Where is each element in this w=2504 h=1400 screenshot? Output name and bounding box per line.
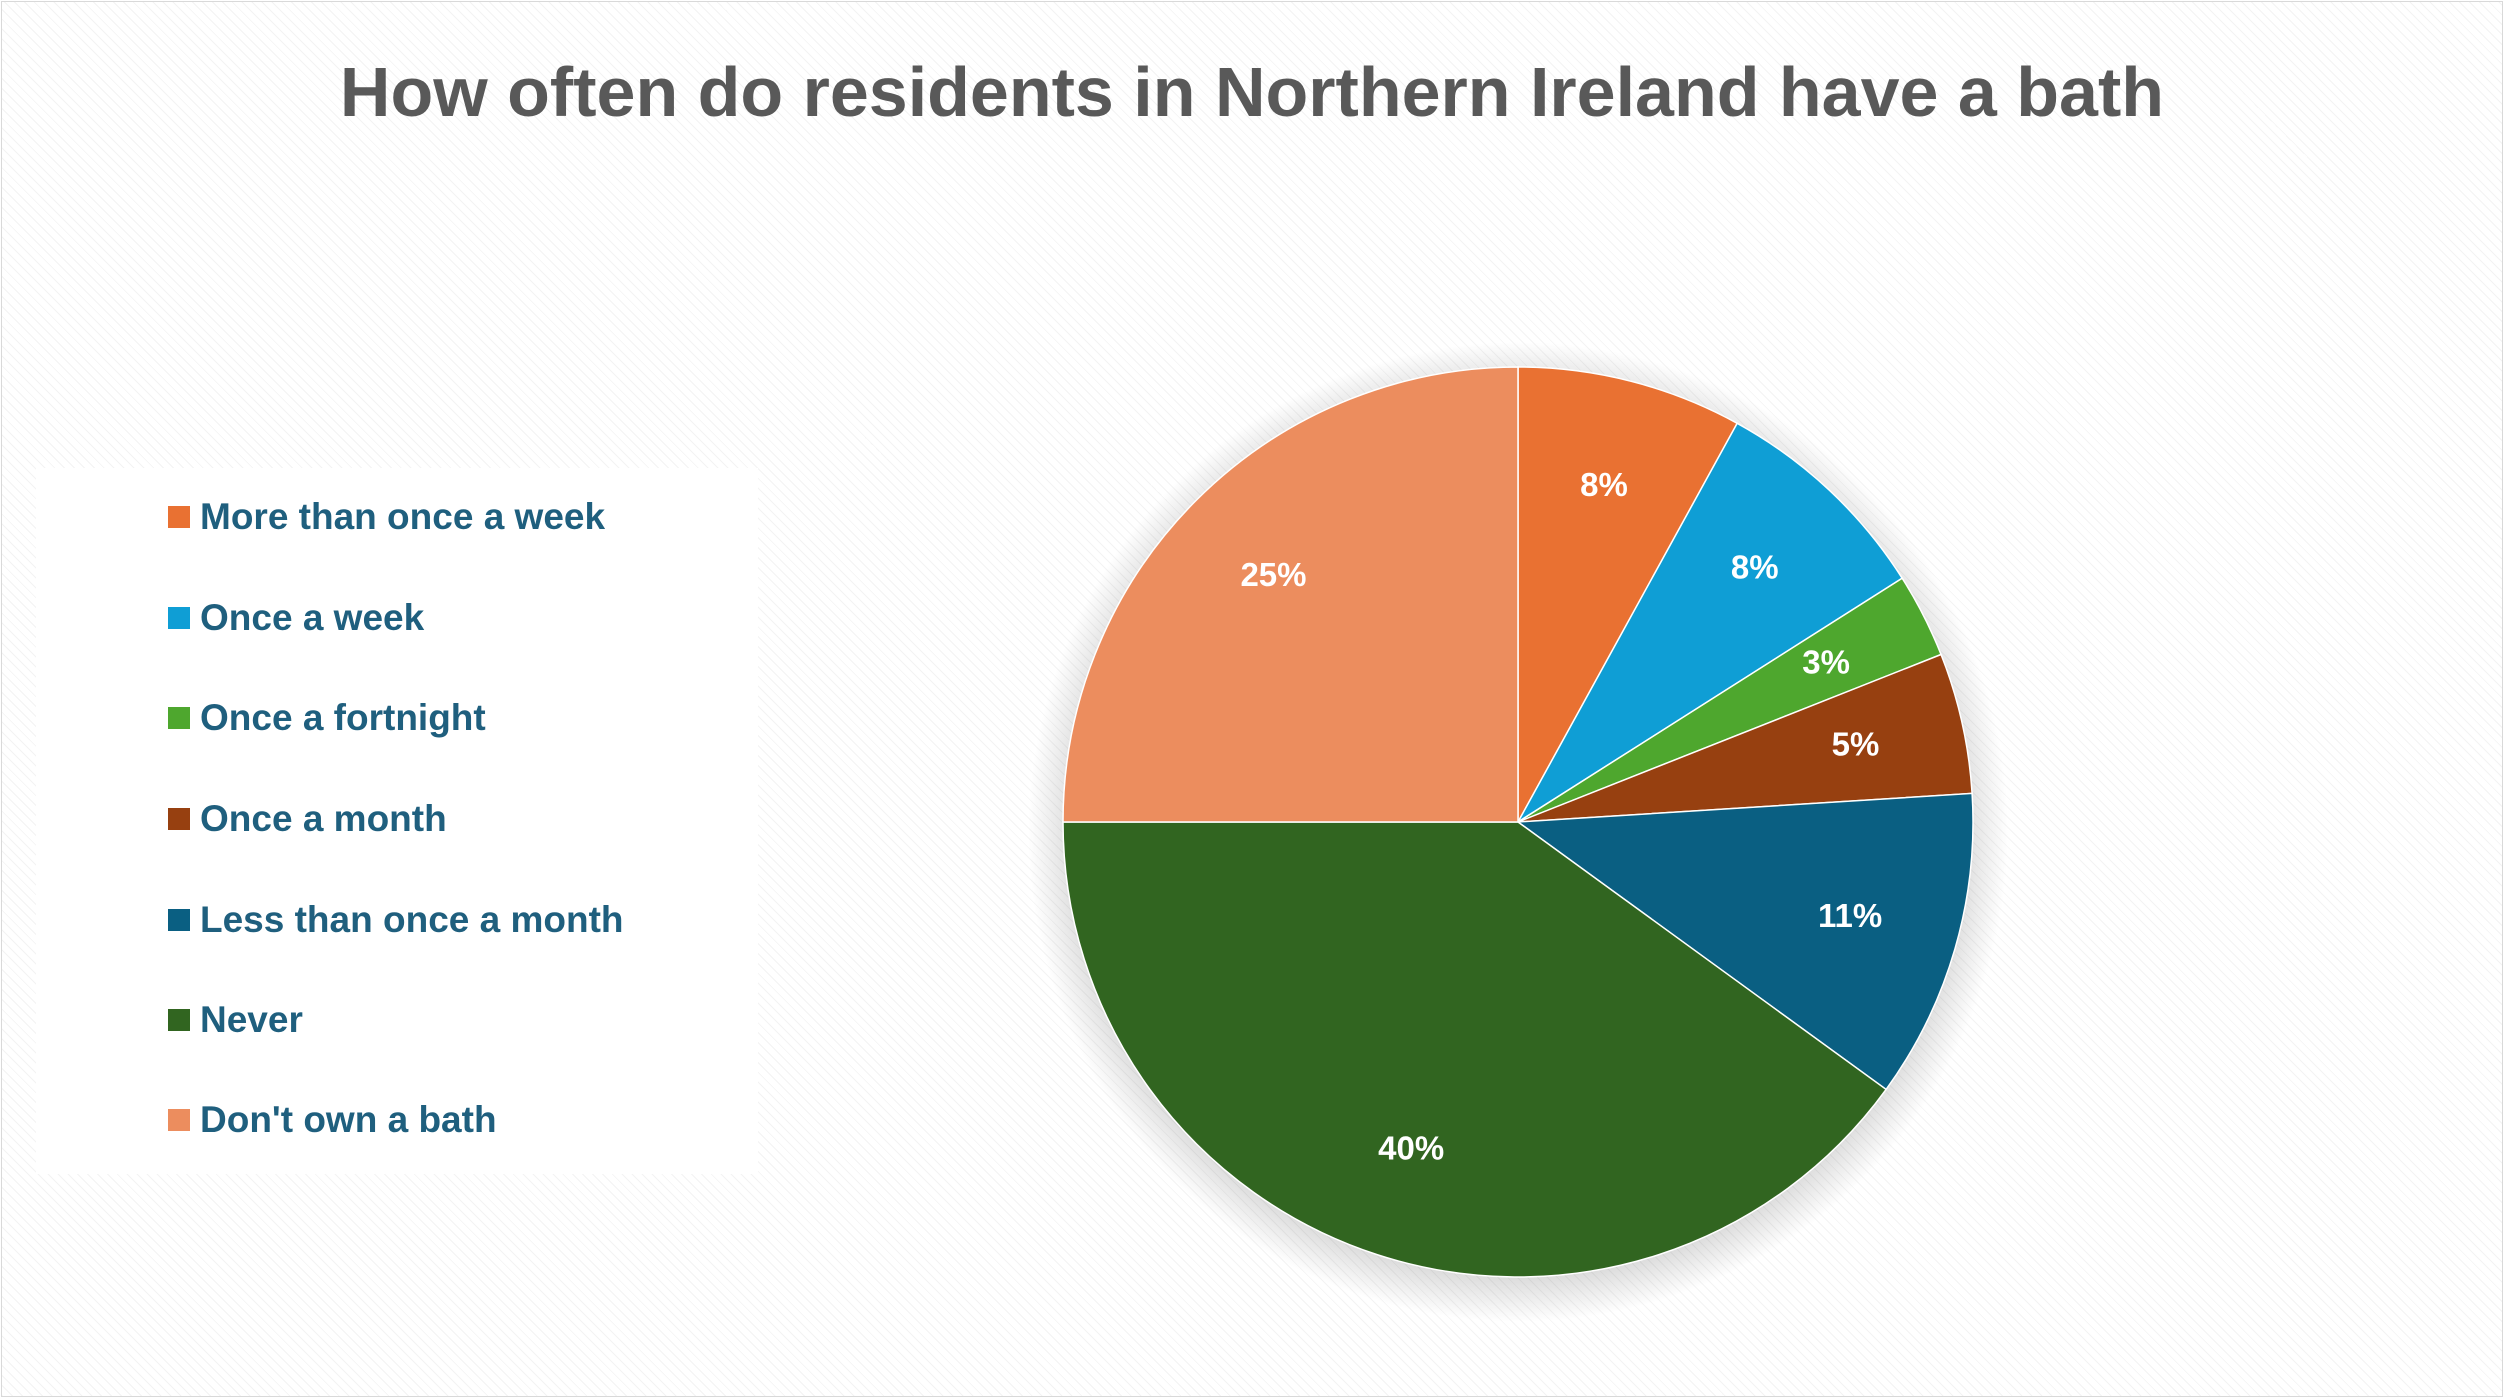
pie-slice xyxy=(1062,821,1888,1278)
pie-slice xyxy=(1517,422,1904,823)
legend-swatch xyxy=(168,1009,190,1031)
slice-data-label: 11% xyxy=(1818,897,1882,934)
legend-swatch xyxy=(168,808,190,830)
legend-label: Less than once a month xyxy=(200,899,624,940)
legend-item: Less than once a month xyxy=(168,895,624,945)
legend-label: Don't own a bath xyxy=(200,1099,497,1140)
legend-swatch xyxy=(168,1109,190,1131)
pie-slices xyxy=(1062,366,1974,1278)
slice-data-label: 8% xyxy=(1731,549,1779,586)
slice-data-label: 25% xyxy=(1240,556,1306,593)
legend-swatch xyxy=(168,607,190,629)
legend-item: Once a month xyxy=(168,794,447,844)
pie-data-labels: 8% 8% 3% 5% 11% 40% 25% xyxy=(1240,466,1882,1167)
legend-label: Once a fortnight xyxy=(200,697,486,738)
legend-label: Once a week xyxy=(200,597,425,638)
slice-data-label: 5% xyxy=(1832,725,1880,762)
legend-item: More than once a week xyxy=(168,492,605,542)
slice-data-label: 3% xyxy=(1802,644,1850,681)
chart-title: How often do residents in Northern Irela… xyxy=(339,53,2165,131)
pie-slice xyxy=(1062,366,1519,823)
legend-label: Once a month xyxy=(200,798,447,839)
legend-swatch xyxy=(168,506,190,528)
legend-swatch xyxy=(168,909,190,931)
legend-swatch xyxy=(168,707,190,729)
legend-item: Once a fortnight xyxy=(168,693,486,743)
slice-data-label: 8% xyxy=(1580,466,1628,503)
legend: More than once a week Once a week Once a f… xyxy=(36,468,758,1174)
pie-slice xyxy=(1517,366,1739,823)
slice-data-label: 40% xyxy=(1378,1130,1444,1167)
legend-item: Don't own a bath xyxy=(168,1095,497,1145)
legend-label: More than once a week xyxy=(200,496,606,537)
legend-label: Never xyxy=(200,999,303,1040)
legend-item: Once a week xyxy=(168,593,424,643)
pie-slice xyxy=(1515,792,1974,1091)
pie-slice xyxy=(1517,653,1973,823)
legend-item: Never xyxy=(168,995,303,1045)
